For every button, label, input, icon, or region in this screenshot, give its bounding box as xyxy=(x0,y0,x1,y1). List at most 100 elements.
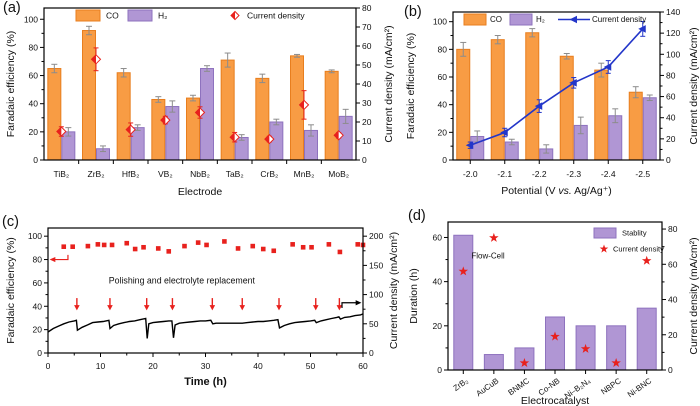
tick-label: 20 xyxy=(438,127,448,137)
b-yaxis-left-title: Faradaic efficiency (%) xyxy=(405,33,417,140)
c-event-arrowhead xyxy=(312,305,319,311)
c-fe-point xyxy=(155,246,161,251)
a-bar-co-TiB₂ xyxy=(47,68,62,161)
tick-label: 0 xyxy=(668,365,673,375)
d-yaxis-right-title: Current density (mA/cm²) xyxy=(688,237,700,354)
a-yaxis-right-title: Current density (mA/cm²) xyxy=(383,25,395,142)
b-yaxis-right-title: Current density (mA/cm²) xyxy=(688,27,700,144)
b-legend-marker xyxy=(569,15,577,24)
d-cd-star xyxy=(580,343,591,353)
tick-label: 60 xyxy=(666,92,676,102)
panel-c-canvas: Polishing and electrolyte replacement 0 20… xyxy=(5,227,400,388)
a-x-label: ZrB₂ xyxy=(88,169,105,179)
tick-label: 60 xyxy=(33,278,43,288)
a-x-label: MoB₂ xyxy=(328,169,349,179)
c-fe-point xyxy=(260,246,266,252)
c-x-label: 0 xyxy=(46,361,51,371)
c-fe-point xyxy=(309,244,314,250)
d-xaxis-title: Electrocatalyst xyxy=(521,395,589,406)
axis-title: Potential (V vs. Ag/Ag⁺) xyxy=(501,185,612,197)
d-yaxis-left-title: Duration (h) xyxy=(408,268,420,323)
a-x-label: MnB₂ xyxy=(294,169,315,179)
b-cd-marker xyxy=(603,63,612,71)
a-bar-co-MoB₂ xyxy=(324,70,339,161)
panel-b-canvas: 0 20 40 60 80 100 0 20 40 60 80 100 120 140 -2.0 -2.1 -2… xyxy=(405,7,700,197)
d-legend-stability-label: Stablity xyxy=(622,229,647,238)
d-annotation: Flow-Cell xyxy=(471,252,505,261)
chart-shape: Potential (V xyxy=(501,185,558,197)
d-x-label: Ni-BNC xyxy=(626,376,654,399)
c-current-density-line xyxy=(47,313,364,339)
a-bar-h2-VB₂ xyxy=(165,106,180,161)
c-xaxis-title: Time (h) xyxy=(184,376,227,388)
a-x-label: CrB₂ xyxy=(260,169,278,179)
c-fe-point xyxy=(337,249,343,255)
tick-label: 0 xyxy=(369,348,374,358)
current-density-marker-half xyxy=(195,108,200,117)
c-yaxis-left-title: Faradaic efficiency (%) xyxy=(5,237,17,344)
current-density-marker-half xyxy=(230,132,235,142)
panel-c-chart: Polishing and electrolyte replacement 0 20… xyxy=(5,227,400,388)
tick-label: 100 xyxy=(666,49,680,59)
c-fe-point xyxy=(204,242,209,248)
c-fe-point xyxy=(250,243,256,249)
tick-label: 150 xyxy=(369,260,383,270)
c-fe-point xyxy=(300,244,306,250)
a-legend-cd-label: Current density xyxy=(247,11,305,21)
tick-label: 0 xyxy=(362,155,367,165)
c-fe-point xyxy=(124,240,130,246)
tick-label: 40 xyxy=(438,100,448,110)
c-fe-point xyxy=(326,242,332,247)
c-left-axis-hook xyxy=(53,254,69,261)
panel-a-canvas: 0 20 40 60 80 100 0 10 20 30 40 50 60 70 80 TiB₂ ZrB₂ HfB… xyxy=(5,3,395,198)
tick-label: 70 xyxy=(362,22,372,32)
b-legend-h2-swatch xyxy=(509,13,533,26)
tick-label: 60 xyxy=(29,71,39,81)
tick-label: 60 xyxy=(438,72,448,82)
panel-b-label: (b) xyxy=(404,4,422,20)
current-density-marker-half xyxy=(126,125,131,135)
c-event-arrowhead xyxy=(276,305,282,311)
tick-label: 60 xyxy=(362,41,372,51)
b-cd-marker xyxy=(569,79,577,87)
d-bar-stability-ZrB₂ xyxy=(453,234,474,371)
b-cd-marker xyxy=(500,128,508,137)
c-event-arrowhead xyxy=(169,305,176,311)
c-fe-point xyxy=(70,244,75,249)
c-x-label: 40 xyxy=(253,361,263,371)
tick-label: 80 xyxy=(668,224,678,234)
d-cd-star xyxy=(489,232,499,242)
c-x-label: 30 xyxy=(201,361,211,371)
d-x-label: NBPC xyxy=(599,376,623,396)
b-cd-marker xyxy=(465,141,474,149)
b-x-label: -2.3 xyxy=(566,169,581,179)
a-bar-co-HfB₂ xyxy=(116,72,131,161)
c-fe-point xyxy=(195,240,201,245)
d-bar-stability-Ni-BNC xyxy=(636,307,657,371)
tick-label: 200 xyxy=(369,231,383,241)
panel-b-chart: 0 20 40 60 80 100 0 20 40 60 80 100 120 140 -2.0 -2.1 -2… xyxy=(405,7,700,197)
d-legend-star xyxy=(599,244,609,253)
tick-label: 80 xyxy=(362,3,372,13)
b-bar-co--2.5 xyxy=(628,91,643,161)
panel-d-label: (d) xyxy=(408,208,426,224)
b-legend-co-label: CO xyxy=(490,15,502,24)
a-bar-h2-HfB₂ xyxy=(130,127,145,161)
b-current-density-line xyxy=(469,28,644,146)
panel-c-label: (c) xyxy=(2,214,19,230)
b-x-label: -2.1 xyxy=(497,169,512,179)
c-fe-point xyxy=(101,242,107,248)
current-density-marker-half xyxy=(56,127,62,136)
b-bar-co--2.2 xyxy=(525,32,540,161)
tick-label: 140 xyxy=(666,7,680,17)
tick-label: 40 xyxy=(29,99,39,109)
c-annotation: Polishing and electrolyte replacement xyxy=(109,276,256,286)
current-density-marker-half xyxy=(334,130,339,140)
c-event-arrowhead xyxy=(239,305,246,311)
c-x-label: 10 xyxy=(96,361,106,371)
tick-label: 20 xyxy=(362,117,372,127)
b-bar-co--2.3 xyxy=(559,55,574,161)
